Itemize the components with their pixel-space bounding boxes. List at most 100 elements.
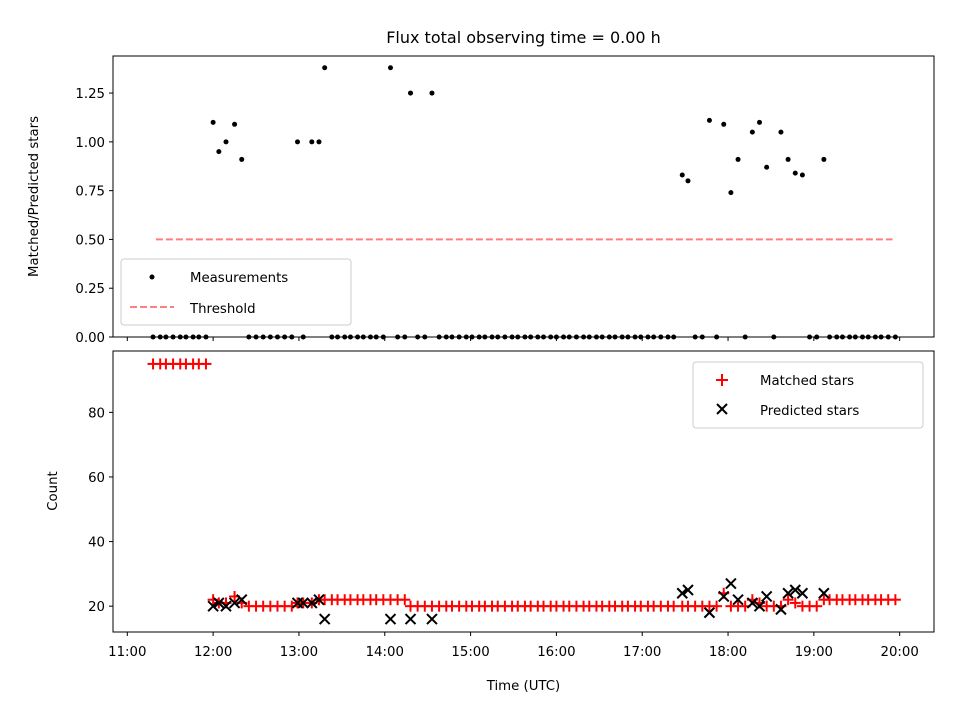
predicted-star-point [306,597,318,609]
measurement-point [721,121,727,127]
measurement-point [706,117,712,123]
bottom-legend: Matched stars Predicted stars [692,361,924,429]
bottom-axes-frame [112,350,935,633]
top-y-tick-label: 0.50 [75,233,105,248]
x-tick-label: 13:00 [280,645,318,660]
bottom-y-tick-label: 80 [88,406,105,421]
x-tick-label: 20:00 [881,645,919,660]
predicted-star-point [818,587,830,599]
measurement-point [728,190,734,196]
x-axis-label: Time (UTC) [486,679,561,694]
predicted-star-point [796,587,809,599]
ratio-panel: Flux total observing time = 0.00 h Match… [27,28,935,346]
measurement-point [764,164,770,170]
top-legend: Measurements Threshold [120,258,352,326]
measurement-point [685,178,691,184]
top-axes-frame [112,55,935,338]
bottom-x-axis: 11:00 12:00 13:00 14:00 15:00 16:00 17:00 18:00… [108,632,919,660]
legend-measurements-label: Measurements [190,271,288,286]
measurement-point [232,121,238,127]
predicted-star-point [220,600,232,612]
predicted-star-point [782,587,794,599]
legend-predicted-label: Predicted stars [760,404,859,419]
predicted-star-point [760,590,773,603]
matched-star-point [200,358,212,370]
top-y-tick-label: 1.00 [75,136,105,151]
measurement-point [387,65,393,71]
count-panel: Count Time (UTC) 20 40 60 80 11:00 12:00 13:0… [46,350,935,694]
matched-star-point [789,597,801,609]
predicted-star-point [718,590,730,603]
x-tick-label: 14:00 [366,645,404,660]
predicted-star-point [732,593,744,606]
predicted-star-point [753,600,766,612]
top-y-tick-label: 1.25 [75,87,105,102]
bottom-y-axis-label: Count [46,471,61,511]
top-legend-box [120,258,352,326]
matched-star-point [782,594,794,606]
measurement-point [785,156,791,162]
measurement-point [309,139,315,145]
predicted-star-point [313,593,325,606]
legend-matched-label: Matched stars [760,374,854,389]
predicted-star-point [746,597,759,609]
measurement-point [429,90,435,96]
predicted-star-point [228,597,241,609]
measurement-point [239,156,245,162]
bottom-y-tick-label: 20 [88,600,105,615]
predicted-star-point [676,587,688,599]
bottom-y-axis: 20 40 60 80 [88,406,113,615]
measurement-point [295,139,301,145]
predicted-star-point [213,597,225,609]
bottom-plot-area [147,358,901,625]
bottom-y-tick-label: 60 [88,471,105,486]
measurement-point [757,119,763,125]
top-y-axis: 0.00 0.25 0.50 0.75 1.00 1.25 [75,87,113,346]
matched-star-point [399,594,411,606]
predicted-star-point [775,603,787,616]
x-tick-label: 19:00 [795,645,833,660]
predicted-star-point [297,597,309,609]
x-tick-label: 16:00 [537,645,575,660]
top-x-axis [126,337,901,341]
predicted-star-point [318,613,331,625]
measurement-point [821,156,827,162]
x-tick-label: 15:00 [451,645,489,660]
matched-star-point [711,600,723,612]
measurement-point [408,90,414,96]
measurement-point [778,129,784,135]
measurement-point [216,149,222,155]
legend-measurements-marker [149,274,155,280]
measurement-point [322,65,328,71]
legend-threshold-label: Threshold [189,302,256,317]
predicted-star-point [789,584,801,596]
measurement-point [223,139,229,145]
x-tick-label: 18:00 [709,645,747,660]
measurement-point [210,119,216,125]
top-y-tick-label: 0.25 [75,282,105,297]
measurement-point [799,172,805,178]
measurement-point [792,170,798,176]
predicted-star-point [404,613,417,625]
x-tick-label: 17:00 [623,645,661,660]
measurement-point [749,129,755,135]
matched-star-point [811,600,823,612]
legend-predicted-marker [716,403,728,415]
bottom-legend-box [692,361,924,429]
predicted-star-point [703,606,716,619]
predicted-star-point [236,593,248,606]
top-y-tick-label: 0.00 [75,331,105,346]
measurement-point [735,156,741,162]
x-tick-label: 12:00 [194,645,232,660]
predicted-star-point [207,600,219,612]
chart-title: Flux total observing time = 0.00 h [386,28,661,47]
legend-matched-marker [716,374,728,386]
predicted-star-point [725,577,737,590]
bottom-y-tick-label: 40 [88,536,105,551]
predicted-star-point [682,584,694,596]
x-tick-label: 11:00 [108,645,146,660]
predicted-star-point [384,613,397,625]
matched-star-point [889,594,901,606]
measurement-point [316,139,322,145]
